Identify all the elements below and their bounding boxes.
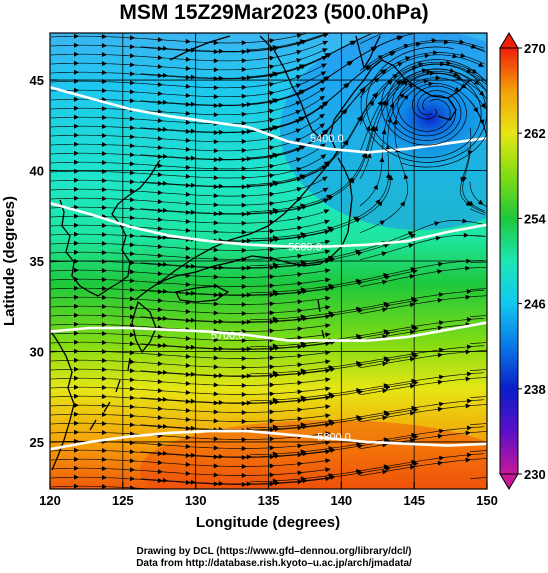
x-tick-label: 135 (258, 493, 280, 508)
height-contours: 5400.0 5600.0 5700.0 5800.0 (50, 86, 487, 451)
x-tick-label: 150 (476, 493, 498, 508)
ryukyu-islands (89, 357, 131, 431)
colorbar-tick-label: 230 (524, 467, 546, 482)
kuril-coastline (437, 97, 457, 121)
y-tick-label: 40 (30, 164, 44, 179)
korea-coastline (59, 159, 161, 297)
x-tick-label: 120 (39, 493, 61, 508)
x-tick-label: 145 (403, 493, 425, 508)
contour-label: 5800.0 (317, 432, 351, 444)
colorbar-tick-label: 254 (524, 211, 546, 226)
contour-label: 5600.0 (288, 242, 322, 254)
credit-drawing: Drawing by DCL (https://www.gfd–dennou.o… (136, 546, 412, 557)
x-tick-label: 140 (330, 493, 352, 508)
credits: Drawing by DCL (https://www.gfd–dennou.o… (0, 546, 548, 570)
colorbar-scale (499, 47, 519, 475)
low-center-swirl (360, 46, 487, 168)
map-title: MSM 15Z29Mar2023 (500.0hPa) (119, 1, 429, 24)
colorbar-tick-label: 262 (524, 126, 546, 141)
height-contour (50, 201, 487, 248)
x-tick-label: 125 (112, 493, 134, 508)
contour-label: 5700.0 (211, 330, 245, 342)
colorbar: 230 238 246 254 262 270 (499, 32, 546, 490)
height-contour (50, 429, 487, 451)
hokkaido-coastline (329, 59, 471, 151)
colorbar-top-triangle (499, 32, 519, 49)
colorbar-tick-label: 238 (524, 382, 546, 397)
contour-label: 5400.0 (310, 133, 344, 145)
colorbar-tick-label: 270 (524, 41, 546, 56)
sakhalin-coastline (355, 35, 381, 70)
x-tick-label: 130 (185, 493, 207, 508)
map-figure: 5400.0 5600.0 5700.0 5800.0 120 125 130 135 140… (1, 32, 546, 531)
izu-islands (317, 299, 325, 339)
colorbar-tick-label: 246 (524, 297, 546, 312)
x-axis-label: Longitude (degrees) (196, 514, 340, 531)
wind-streamlines (50, 33, 487, 489)
height-contour (50, 321, 487, 342)
x-axis: 120 125 130 135 140 145 150 (39, 482, 498, 508)
y-axis: 25 30 35 40 45 (30, 73, 57, 450)
y-tick-label: 25 (30, 435, 44, 450)
y-tick-label: 45 (30, 73, 44, 88)
y-tick-label: 35 (30, 254, 44, 269)
shikoku-coastline (175, 285, 230, 303)
credit-data: Data from http://database.rish.kyoto–u.a… (136, 558, 412, 569)
height-contour (50, 86, 487, 154)
y-tick-label: 30 (30, 344, 44, 359)
colorbar-bottom-triangle (499, 473, 519, 490)
y-axis-label: Latitude (degrees) (1, 196, 18, 326)
